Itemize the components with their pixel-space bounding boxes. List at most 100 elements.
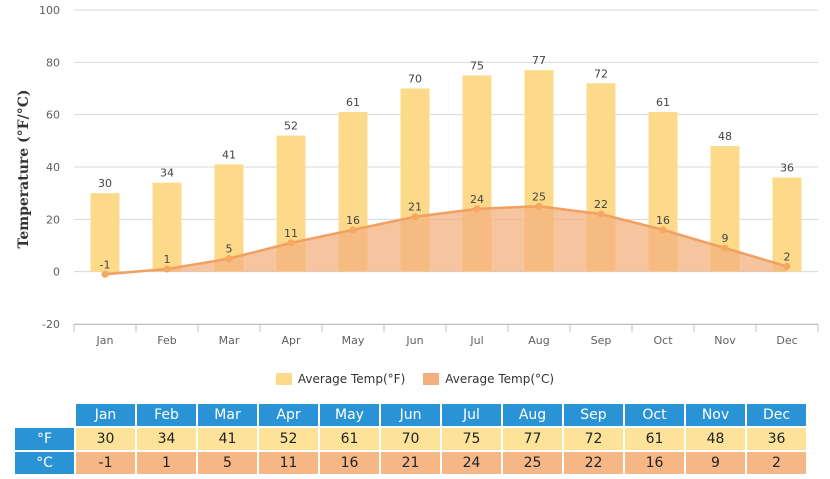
table-cell-fahrenheit: 70 bbox=[381, 428, 440, 450]
point-celsius bbox=[101, 270, 109, 278]
table-month-header: Apr bbox=[259, 404, 318, 426]
table-month-header: Aug bbox=[503, 404, 562, 426]
legend-item[interactable]: Average Temp(°F) bbox=[275, 372, 405, 386]
y-tick-label: 40 bbox=[46, 161, 60, 174]
legend-label: Average Temp(°C) bbox=[445, 372, 555, 386]
bar-value-label: 61 bbox=[656, 96, 670, 109]
bar-fahrenheit bbox=[90, 193, 120, 272]
point-value-label: -1 bbox=[100, 258, 111, 271]
row-label-fahrenheit: °F bbox=[15, 428, 74, 450]
table-month-header: Jan bbox=[76, 404, 135, 426]
x-tick-label: Feb bbox=[157, 334, 176, 347]
y-tick-label: -20 bbox=[42, 318, 60, 331]
point-celsius bbox=[287, 239, 295, 247]
table-cell-celsius: 11 bbox=[259, 452, 318, 474]
x-tick-label: Apr bbox=[281, 334, 301, 347]
y-tick-label: 80 bbox=[46, 56, 60, 69]
y-tick-label: 0 bbox=[53, 266, 60, 279]
point-celsius bbox=[349, 226, 357, 234]
point-value-label: 16 bbox=[346, 214, 360, 227]
table-cell-celsius: 24 bbox=[442, 452, 501, 474]
table-cell-fahrenheit: 75 bbox=[442, 428, 501, 450]
point-celsius bbox=[721, 244, 729, 252]
point-value-label: 9 bbox=[722, 232, 729, 245]
table-month-header: Feb bbox=[137, 404, 196, 426]
x-tick-label: Oct bbox=[653, 334, 673, 347]
table-cell-fahrenheit: 36 bbox=[747, 428, 806, 450]
line-celsius bbox=[104, 204, 788, 276]
table-corner bbox=[15, 404, 74, 426]
table-month-header: May bbox=[320, 404, 379, 426]
bar-value-label: 48 bbox=[718, 130, 732, 143]
point-celsius bbox=[225, 255, 233, 263]
bar-value-label: 52 bbox=[284, 120, 298, 133]
y-tick-label: 60 bbox=[46, 109, 60, 122]
table-cell-fahrenheit: 34 bbox=[137, 428, 196, 450]
point-value-label: 5 bbox=[226, 243, 233, 256]
area-celsius bbox=[105, 206, 787, 275]
table-cell-fahrenheit: 72 bbox=[564, 428, 623, 450]
table-month-header: Jul bbox=[442, 404, 501, 426]
bar-value-label: 75 bbox=[470, 59, 484, 72]
table-cell-celsius: 5 bbox=[198, 452, 257, 474]
bar-value-label: 77 bbox=[532, 54, 546, 67]
table-header-row: Jan Feb Mar Apr May Jun Jul Aug Sep Oct Nov Dec bbox=[15, 404, 806, 426]
bar-value-label: 34 bbox=[160, 167, 174, 180]
table-cell-fahrenheit: 52 bbox=[259, 428, 318, 450]
point-celsius bbox=[473, 205, 481, 213]
point-celsius bbox=[783, 262, 791, 270]
table-month-header: Dec bbox=[747, 404, 806, 426]
table-month-header: Nov bbox=[686, 404, 745, 426]
x-tick-label: Jul bbox=[469, 334, 483, 347]
temperature-chart: -20 0 20 40 60 80 100 Temperature (°F/°C) 30 34 41… bbox=[16, 4, 819, 347]
x-tick-label: Jan bbox=[96, 334, 114, 347]
bar-value-label: 72 bbox=[594, 67, 608, 80]
bar-value-label: 36 bbox=[780, 161, 794, 174]
point-celsius bbox=[659, 226, 667, 234]
row-label-celsius: °C bbox=[15, 452, 74, 474]
table-row-celsius: °C -1 1 5 11 16 21 24 25 22 16 9 2 bbox=[15, 452, 806, 474]
x-tick-label: Mar bbox=[219, 334, 240, 347]
point-celsius bbox=[597, 210, 605, 218]
y-axis-title: Temperature (°F/°C) bbox=[16, 90, 32, 249]
table-cell-fahrenheit: 48 bbox=[686, 428, 745, 450]
x-tick-label: Sep bbox=[591, 334, 612, 347]
table-cell-celsius: -1 bbox=[76, 452, 135, 474]
x-tick-label: Aug bbox=[528, 334, 549, 347]
table-cell-celsius: 2 bbox=[747, 452, 806, 474]
point-value-label: 11 bbox=[284, 227, 298, 240]
table-cell-fahrenheit: 41 bbox=[198, 428, 257, 450]
x-tick-label: Jun bbox=[405, 334, 423, 347]
x-tick-label: Dec bbox=[776, 334, 797, 347]
table-row-fahrenheit: °F 30 34 41 52 61 70 75 77 72 61 48 36 bbox=[15, 428, 806, 450]
table-cell-fahrenheit: 61 bbox=[625, 428, 684, 450]
point-value-label: 21 bbox=[408, 201, 422, 214]
point-celsius bbox=[535, 202, 543, 210]
x-tick-label: Nov bbox=[714, 334, 736, 347]
point-celsius bbox=[163, 265, 171, 273]
bar-fahrenheit bbox=[772, 177, 802, 272]
y-tick-label: 100 bbox=[39, 4, 60, 17]
point-value-label: 22 bbox=[594, 198, 608, 211]
bar-fahrenheit bbox=[214, 164, 244, 272]
table-cell-celsius: 16 bbox=[625, 452, 684, 474]
chart-legend: Average Temp(°F) Average Temp(°C) bbox=[0, 372, 830, 386]
point-value-label: 2 bbox=[784, 250, 791, 263]
table-cell-celsius: 9 bbox=[686, 452, 745, 474]
point-celsius bbox=[411, 213, 419, 221]
table-cell-fahrenheit: 61 bbox=[320, 428, 379, 450]
chart-svg: -20 0 20 40 60 80 100 Temperature (°F/°C) 30 34 41… bbox=[16, 4, 819, 347]
bar-value-label: 41 bbox=[222, 148, 236, 161]
point-value-label: 16 bbox=[656, 214, 670, 227]
bar-value-label: 70 bbox=[408, 73, 422, 86]
temperature-table: Jan Feb Mar Apr May Jun Jul Aug Sep Oct Nov Dec °F … bbox=[13, 402, 808, 476]
y-tick-label: 20 bbox=[46, 213, 60, 226]
legend-swatch bbox=[423, 373, 440, 385]
point-value-label: 1 bbox=[164, 253, 171, 266]
bar-fahrenheit bbox=[152, 182, 182, 272]
legend-item[interactable]: Average Temp(°C) bbox=[423, 372, 554, 386]
table-cell-fahrenheit: 77 bbox=[503, 428, 562, 450]
table-cell-celsius: 16 bbox=[320, 452, 379, 474]
point-value-label: 24 bbox=[470, 193, 484, 206]
table-cell-fahrenheit: 30 bbox=[76, 428, 135, 450]
